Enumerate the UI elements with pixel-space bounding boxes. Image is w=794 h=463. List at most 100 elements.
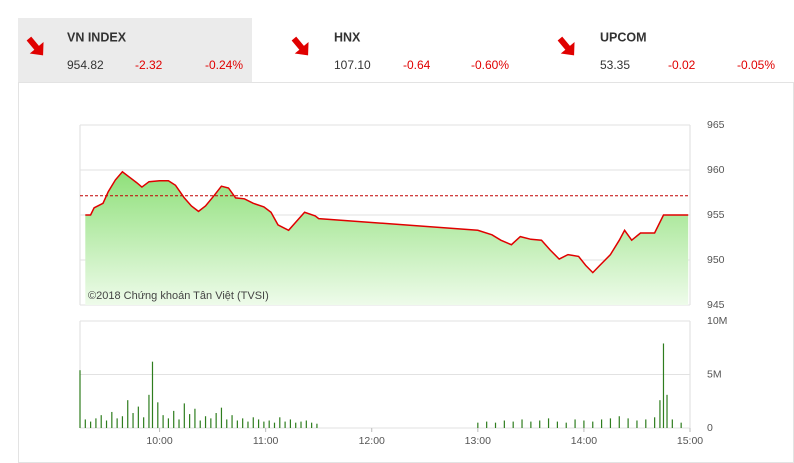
volume-bar (503, 420, 505, 428)
volume-bar (226, 419, 228, 428)
y-tick-label: 5M (707, 368, 722, 380)
volume-bar (539, 420, 541, 428)
volume-bar (305, 420, 307, 428)
volume-bar (680, 422, 682, 428)
volume-bar (183, 403, 185, 428)
volume-bar (477, 422, 479, 428)
volume-bar (257, 419, 260, 428)
volume-bar (199, 420, 201, 428)
active-tab[interactable] (18, 18, 252, 82)
y-tick-label: 0 (707, 422, 713, 434)
volume-bar (90, 421, 92, 428)
volume-bar (84, 419, 86, 428)
volume-bar (654, 417, 656, 428)
down-arrow (291, 36, 309, 56)
volume-bar (583, 420, 585, 428)
y-tick-label: 960 (707, 164, 725, 176)
volume-bar (609, 418, 612, 428)
index-name: HNX (334, 30, 361, 44)
volume-bar (127, 400, 129, 428)
volume-bar (167, 418, 170, 428)
volume-bar (618, 416, 620, 428)
volume-bar (220, 407, 223, 428)
index-name: UPCOM (600, 30, 647, 44)
volume-bar (592, 421, 594, 428)
volume-bar (100, 415, 102, 428)
volume-bar (236, 420, 238, 428)
volume-bar (121, 416, 124, 428)
x-tick-label: 15:00 (677, 435, 703, 447)
volume-bar (284, 421, 286, 428)
volume-bar (512, 421, 514, 428)
volume-bar (194, 408, 196, 428)
index-change: -2.32 (135, 58, 163, 72)
index-name: VN INDEX (67, 30, 127, 44)
volume-bar (132, 413, 134, 428)
index-percent: -0.24% (205, 58, 243, 72)
volume-bar (273, 422, 276, 428)
volume-bar (252, 417, 254, 428)
index-percent: -0.60% (471, 58, 509, 72)
index-change: -0.02 (668, 58, 696, 72)
volume-bar (311, 422, 313, 428)
volume-bar (95, 418, 97, 428)
volume-bar (111, 411, 113, 428)
volume-bar (627, 418, 629, 428)
y-tick-label: 945 (707, 299, 725, 311)
volume-bar (530, 421, 532, 428)
volume-bar (268, 420, 270, 428)
volume-bar (666, 394, 668, 428)
x-tick-label: 13:00 (465, 435, 491, 447)
volume-bar (157, 402, 159, 428)
y-tick-label: 950 (707, 254, 725, 266)
volume-bar (636, 420, 638, 428)
x-tick-label: 12:00 (359, 435, 385, 447)
volume-bar (556, 421, 558, 428)
volume-bar (105, 420, 108, 428)
volume-bar (279, 417, 281, 428)
y-tick-label: 10M (707, 315, 727, 327)
down-arrow (557, 36, 575, 56)
volume-bar (645, 419, 647, 428)
copyright: ©2018 Chứng khoán Tân Việt (TVSI) (88, 290, 269, 302)
y-tick-label: 965 (707, 119, 725, 131)
volume-bar (210, 418, 212, 428)
volume-bar (231, 415, 233, 428)
volume-bar (247, 421, 249, 428)
volume-bar (547, 418, 550, 428)
volume-bar (600, 419, 603, 428)
volume-bar (151, 361, 154, 428)
volume-bar (189, 414, 191, 428)
volume-bar (671, 419, 673, 428)
volume-bar (521, 419, 523, 428)
volume-bar (300, 421, 302, 428)
volume-bar (173, 410, 175, 428)
price-line (85, 170, 689, 274)
volume-bar (178, 419, 180, 428)
index-percent: -0.05% (737, 58, 775, 72)
volume-bar (295, 422, 297, 428)
volume-bar (494, 422, 497, 428)
volume-bar (316, 423, 318, 428)
volume-bar (486, 421, 488, 428)
index-value: 954.82 (67, 58, 104, 72)
volume-bar (242, 418, 244, 428)
volume-bar (137, 406, 139, 428)
x-tick-label: 10:00 (146, 435, 172, 447)
volume-bar (565, 422, 567, 428)
volume-bar (116, 418, 118, 428)
volume-bar (204, 416, 207, 428)
price-area (85, 171, 689, 305)
volume-bar (662, 343, 665, 428)
volume-bar (574, 419, 576, 428)
x-tick-label: 14:00 (571, 435, 597, 447)
volume-bar (162, 415, 164, 428)
down-arrow (26, 36, 44, 56)
index-value: 107.10 (334, 58, 371, 72)
volume-bar (659, 400, 661, 428)
volume-bar (143, 417, 145, 428)
x-tick-label: 11:00 (253, 435, 279, 447)
volume-bar (263, 421, 265, 428)
volume-bar (215, 413, 217, 428)
